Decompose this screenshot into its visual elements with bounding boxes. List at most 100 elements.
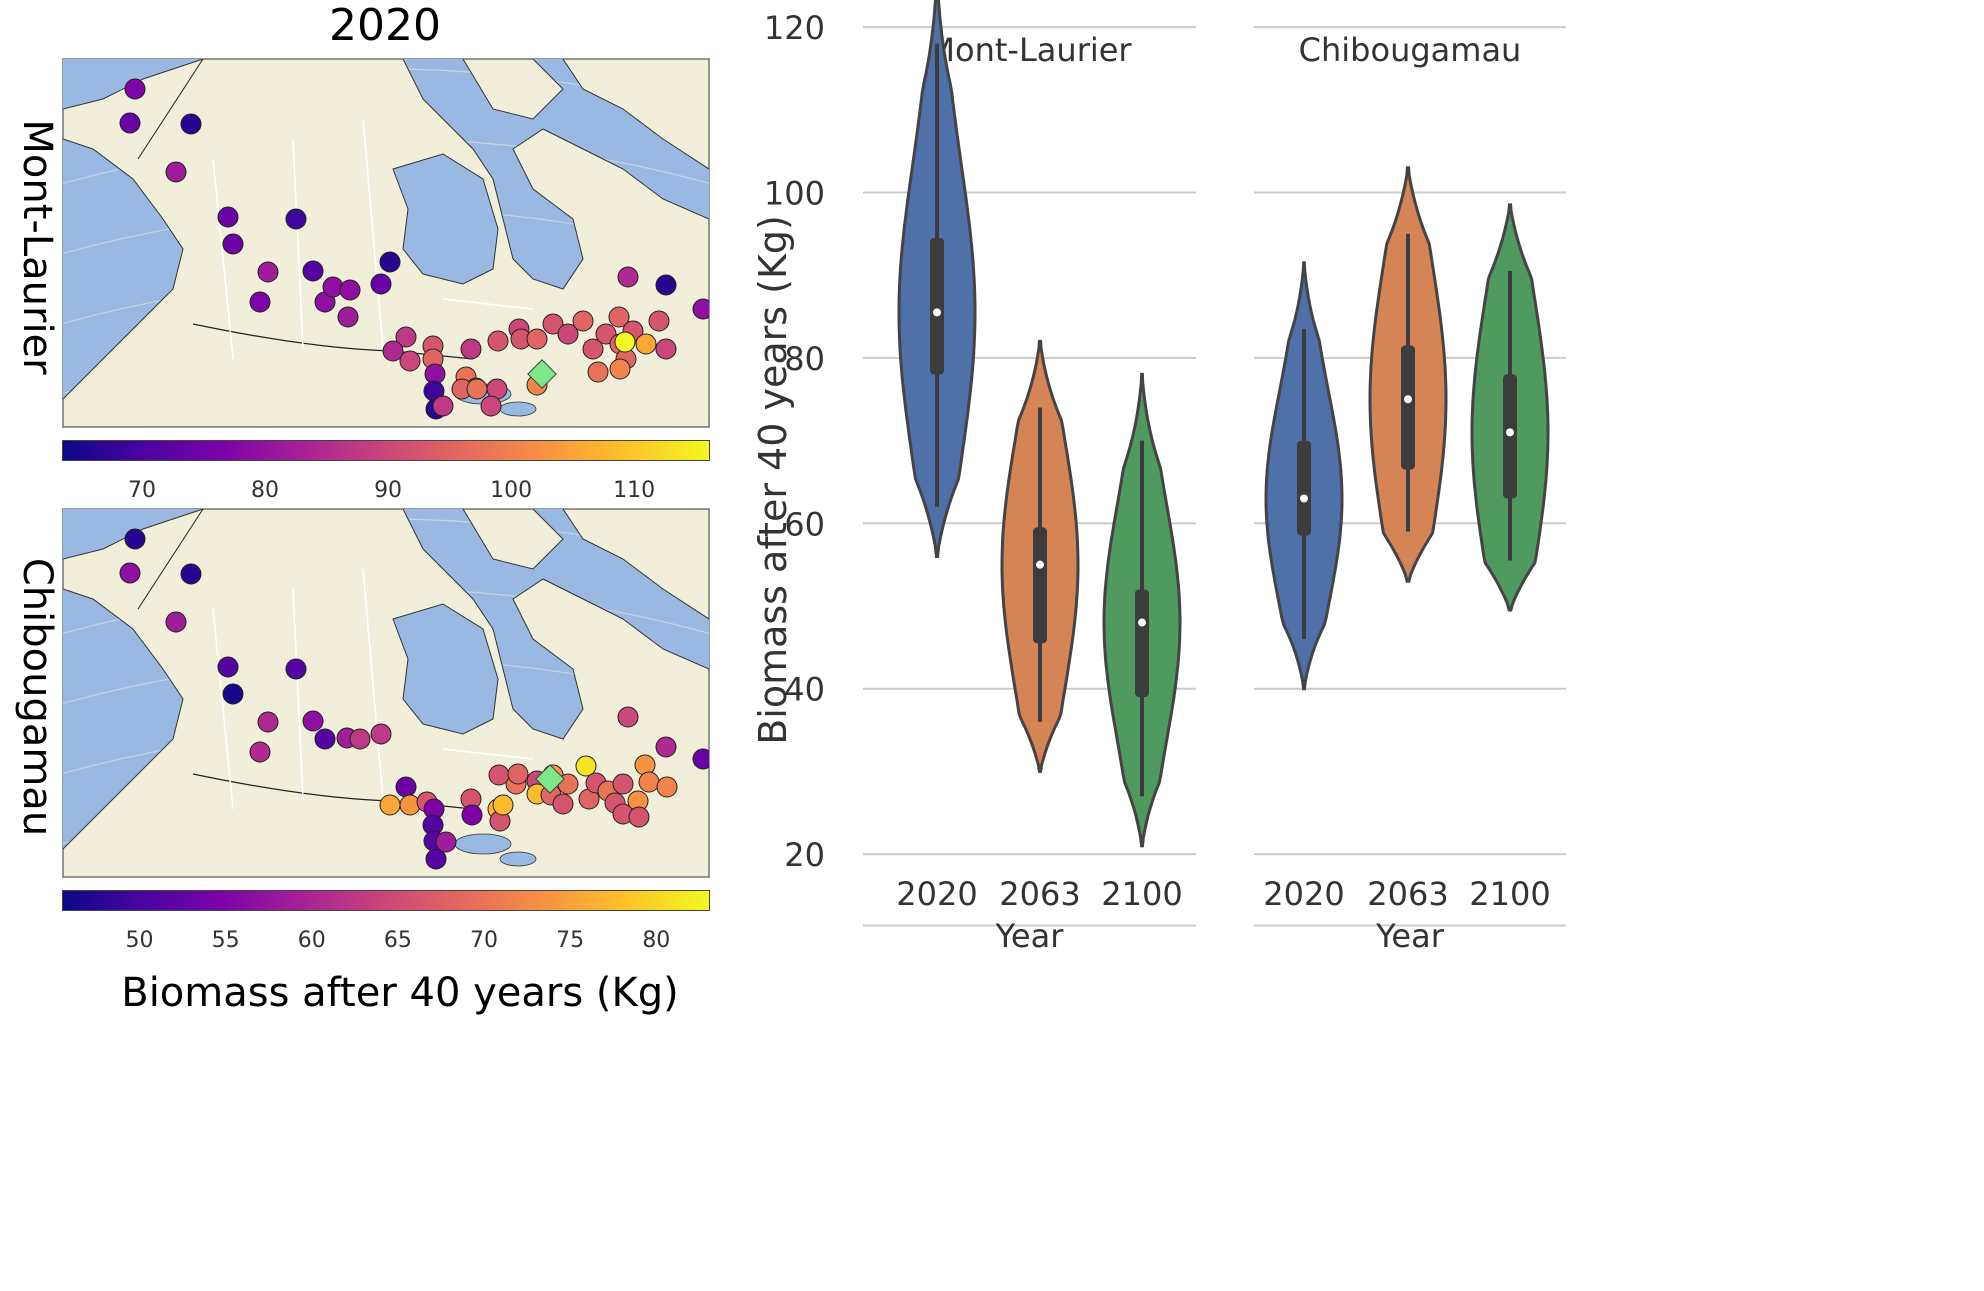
site-marker <box>382 340 404 362</box>
site-marker <box>249 291 271 313</box>
x-tick-label: 2020 <box>896 875 977 913</box>
colorbar-chibougamau <box>62 890 710 911</box>
site-marker <box>222 683 244 705</box>
violin-iqr-box <box>1135 589 1149 697</box>
colorbar-tick-label: 110 <box>613 478 656 503</box>
site-marker <box>379 794 401 816</box>
y-tick-label: 120 <box>764 9 825 47</box>
site-marker <box>617 266 639 288</box>
site-marker <box>655 338 677 360</box>
site-marker <box>608 306 630 328</box>
y-tick-label: 100 <box>764 175 825 213</box>
site-marker <box>124 528 146 550</box>
site-marker <box>302 710 324 732</box>
map-chibougamau <box>62 508 710 878</box>
site-marker <box>614 331 636 353</box>
site-marker <box>582 338 604 360</box>
row-label-chibougamau: Chibougamau <box>14 557 60 837</box>
site-marker <box>552 793 574 815</box>
map-chibougamau-svg <box>63 509 709 877</box>
site-marker <box>119 562 141 584</box>
site-marker <box>257 711 279 733</box>
map-panel-title: 2020 <box>329 0 441 51</box>
site-marker <box>379 251 401 273</box>
y-tick-label: 60 <box>784 505 825 543</box>
site-marker <box>612 773 634 795</box>
site-marker <box>638 771 660 793</box>
violin-median-dot <box>1138 618 1146 627</box>
colorbar-tick-label: 55 <box>211 928 240 953</box>
site-marker <box>339 279 361 301</box>
x-tick-label: 2063 <box>999 875 1080 913</box>
colorbar-tick-label: 70 <box>127 478 156 503</box>
site-marker <box>526 328 548 350</box>
site-marker <box>399 350 421 372</box>
x-axis-label: Year <box>1375 917 1445 955</box>
colorbar-tick-label: 100 <box>490 478 533 503</box>
x-tick-label: 2063 <box>1367 875 1448 913</box>
site-marker <box>656 776 678 798</box>
site-marker <box>257 261 279 283</box>
violin-median-dot <box>1036 560 1044 569</box>
site-marker <box>165 611 187 633</box>
map-mont-laurier <box>62 58 710 428</box>
x-tick-label: 2020 <box>1263 875 1344 913</box>
site-marker <box>542 313 564 335</box>
colorbar-tick-label: 60 <box>297 928 326 953</box>
colorbar-tick-label: 80 <box>251 478 280 503</box>
violin-median-dot <box>1506 428 1514 437</box>
site-marker <box>349 728 371 750</box>
violin-median-dot <box>933 308 941 317</box>
violin-iqr-box <box>1401 345 1415 470</box>
violin-median-dot <box>1300 494 1308 503</box>
x-axis-label: Year <box>995 917 1065 955</box>
site-marker <box>460 338 482 360</box>
site-marker <box>507 763 529 785</box>
colorbar-tick-label: 50 <box>125 928 154 953</box>
site-marker <box>435 831 457 853</box>
site-marker <box>628 806 650 828</box>
site-marker <box>249 741 271 763</box>
violin-iqr-box <box>1297 440 1311 536</box>
x-tick-label: 2100 <box>1101 875 1182 913</box>
site-marker <box>692 748 709 770</box>
site-marker <box>180 113 202 135</box>
violin-median-dot <box>1404 395 1412 404</box>
facet-title: Mont-Laurier <box>927 31 1132 69</box>
site-marker <box>165 161 187 183</box>
colorbar-tick-label: 65 <box>383 928 412 953</box>
site-marker <box>557 323 579 345</box>
site-marker <box>217 206 239 228</box>
site-marker <box>461 804 483 826</box>
site-marker <box>617 706 639 728</box>
violin-iqr-box <box>1503 374 1517 499</box>
site-marker <box>222 233 244 255</box>
site-marker <box>337 306 359 328</box>
site-marker <box>648 310 670 332</box>
site-marker <box>180 563 202 585</box>
violin-iqr-box <box>930 237 944 375</box>
y-axis-label: Biomass after 40 years (Kg) <box>751 215 795 745</box>
site-marker <box>488 764 510 786</box>
site-marker <box>480 395 502 417</box>
source-site-marker <box>527 359 557 389</box>
y-tick-label: 20 <box>784 836 825 874</box>
site-marker <box>314 728 336 750</box>
colorbar-mont-laurier <box>62 440 710 461</box>
site-marker <box>655 274 677 296</box>
site-marker <box>285 208 307 230</box>
site-marker <box>217 656 239 678</box>
colorbar-label: Biomass after 40 years (Kg) <box>121 970 679 1016</box>
site-marker <box>635 333 657 355</box>
facet-title: Chibougamau <box>1299 31 1522 69</box>
colorbar-tick-label: 70 <box>470 928 499 953</box>
site-marker <box>432 395 454 417</box>
site-marker <box>124 78 146 100</box>
site-marker <box>395 776 417 798</box>
site-marker <box>425 848 447 870</box>
colorbar-ticks-chibougamau: 50 55 60 65 70 75 80 <box>62 928 708 958</box>
y-tick-label: 40 <box>784 671 825 709</box>
site-marker <box>285 658 307 680</box>
colorbar-ticks-mont-laurier: 70 80 90 100 110 <box>62 478 708 508</box>
site-marker <box>692 298 709 320</box>
